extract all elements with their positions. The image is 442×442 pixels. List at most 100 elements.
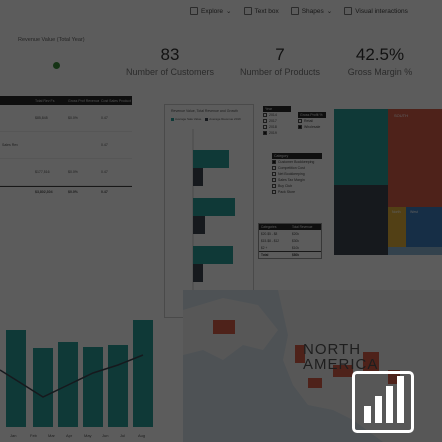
combo-chart[interactable]: Jan Feb Mar Apr May Jun Jul Aug xyxy=(0,315,155,442)
table-total-row: Total $80k xyxy=(259,251,321,258)
visual-interactions-label: Visual interactions xyxy=(355,7,408,15)
checkbox[interactable] xyxy=(272,178,276,182)
bar xyxy=(193,216,205,234)
table-cell: $3,802,304 xyxy=(35,189,53,194)
kpi-value: 83 xyxy=(160,45,180,64)
slicer-item-label: Wholesale xyxy=(304,125,321,129)
kpi-card-gross-margin[interactable]: 42.5% Gross Margin % xyxy=(340,46,420,77)
table-row[interactable]: $2 + $10k xyxy=(259,244,321,251)
axis-tick-label: Mar xyxy=(48,433,56,438)
table-cell: $20-$5 - $8 xyxy=(261,231,278,236)
slicer-item-label: Customer Bookkeeping xyxy=(278,160,315,164)
table-cell: $0.0% xyxy=(68,170,78,174)
slicer-header: Gross Profit % xyxy=(298,112,326,118)
checkbox[interactable] xyxy=(272,172,276,176)
bar xyxy=(193,150,229,168)
table-total-row: $3,802,304 $0.0% 0.47 xyxy=(0,186,132,196)
power-bi-logo-icon xyxy=(352,371,414,433)
slicer-item-label: Pack Store xyxy=(278,190,296,194)
checkbox[interactable] xyxy=(263,131,267,135)
axis-tick-label: May xyxy=(84,433,92,438)
table-row[interactable]: Sales Rev 0.47 xyxy=(0,132,132,159)
treemap-label: West xyxy=(410,210,418,214)
explore-button[interactable]: Explore ⌄ xyxy=(190,7,232,15)
map-region-label: NORTH AMERICA xyxy=(303,342,378,372)
table-row[interactable]: $20-$5 - $8 $20k xyxy=(259,230,321,237)
table-cell: Total xyxy=(261,253,269,257)
revenue-table[interactable]: Total Rev Fs Gross Prof Revenue Cost Sal… xyxy=(0,96,132,196)
bar xyxy=(108,345,128,427)
text-box-button[interactable]: Text box xyxy=(243,7,279,15)
kpi-card-customers[interactable]: 83 Number of Customers xyxy=(125,46,215,77)
column-header: Total Rev Fs xyxy=(35,98,55,103)
checkbox[interactable] xyxy=(272,160,276,164)
checkbox[interactable] xyxy=(298,119,302,123)
table-row[interactable]: $177,516 $0.0% 0.47 xyxy=(0,159,132,186)
table-row[interactable]: $85,845 $0.0% 0.47 xyxy=(0,105,132,132)
table-cell: 0.47 xyxy=(101,170,108,174)
gross-profit-slicer[interactable]: Gross Profit % Retail Wholesale xyxy=(298,112,326,130)
checkbox[interactable] xyxy=(263,125,267,129)
chevron-down-icon: ⌄ xyxy=(326,8,333,15)
table-cell: $0.0% xyxy=(68,116,78,120)
kpi-card-products[interactable]: 7 Number of Products xyxy=(235,46,325,77)
slicer-item[interactable]: 2019 xyxy=(263,130,291,136)
chevron-down-icon: ⌄ xyxy=(226,8,232,15)
bar xyxy=(83,347,103,427)
checkbox[interactable] xyxy=(298,125,302,129)
slicer-item-label: Competition Cost xyxy=(278,166,305,170)
kpi-label: Number of Customers xyxy=(125,67,215,77)
table-cell: $80k xyxy=(292,253,300,257)
treemap-chart[interactable]: SOUTH North West xyxy=(334,109,442,255)
checkbox[interactable] xyxy=(272,166,276,170)
treemap-tile xyxy=(388,109,442,207)
slicer-item-label: 2017 xyxy=(269,119,277,123)
visual-interactions-button[interactable]: Visual interactions xyxy=(344,7,408,15)
checkbox[interactable] xyxy=(263,119,267,123)
checkbox[interactable] xyxy=(272,184,276,188)
bar xyxy=(193,198,235,216)
table-cell: $177,516 xyxy=(35,170,50,174)
kpi-value: 42.5% xyxy=(355,45,405,64)
slicer-item-label: 2014 xyxy=(269,113,277,117)
table-cell: $0.0% xyxy=(68,189,78,194)
column-header: Gross Prof Revenue xyxy=(68,98,99,103)
explore-label: Explore xyxy=(201,7,224,15)
logo-bar xyxy=(364,406,371,423)
visual-interactions-icon xyxy=(344,7,353,15)
axis-tick-label: Feb xyxy=(30,433,38,438)
slicer-item[interactable]: Pack Store xyxy=(272,189,322,195)
treemap-tile xyxy=(334,185,388,255)
table-cell: $2 + xyxy=(261,245,268,250)
kpi-label: Gross Margin % xyxy=(347,67,413,77)
table-cell: $20k xyxy=(292,231,299,236)
column-header: Cost Sales Product Sell xyxy=(101,98,132,103)
table-cell: $85,845 xyxy=(35,116,48,120)
column-header: Total Revenue xyxy=(292,225,313,229)
bar xyxy=(6,330,26,427)
region-highlight xyxy=(308,378,322,388)
kpi-value: 7 xyxy=(275,45,285,64)
slicer-item[interactable]: Wholesale xyxy=(298,124,326,130)
axis-tick-label: Jan xyxy=(10,433,16,438)
table-cell: $30k xyxy=(292,238,299,243)
treemap-label: North xyxy=(392,210,401,214)
checkbox[interactable] xyxy=(272,190,276,194)
shapes-icon xyxy=(290,7,299,15)
category-revenue-table[interactable]: Categories Total Revenue $20-$5 - $8 $20… xyxy=(258,223,322,259)
axis-tick-label: Jul xyxy=(120,433,125,438)
bar-chart xyxy=(192,129,235,305)
table-row[interactable]: $15-$8 - $12 $30k xyxy=(259,237,321,244)
column-header: Categories xyxy=(261,225,277,229)
table-header: Total Rev Fs Gross Prof Revenue Cost Sal… xyxy=(0,96,132,105)
bar xyxy=(33,348,53,427)
checkbox[interactable] xyxy=(263,113,267,117)
slicer-item-label: Retail xyxy=(304,119,313,123)
year-slicer[interactable]: Year 2014 2017 2018 2019 xyxy=(263,106,291,136)
bar-chart-card[interactable]: Revenue Value, Total Revenue and Growth … xyxy=(164,104,254,318)
axis-tick-label: Aug xyxy=(138,433,145,438)
category-slicer[interactable]: Category Customer Bookkeeping Competitio… xyxy=(272,153,322,195)
shapes-button[interactable]: Shapes ⌄ xyxy=(290,7,333,15)
slicer-item-label: Net Bookkeeping xyxy=(278,172,305,176)
logo-bar xyxy=(375,396,382,423)
